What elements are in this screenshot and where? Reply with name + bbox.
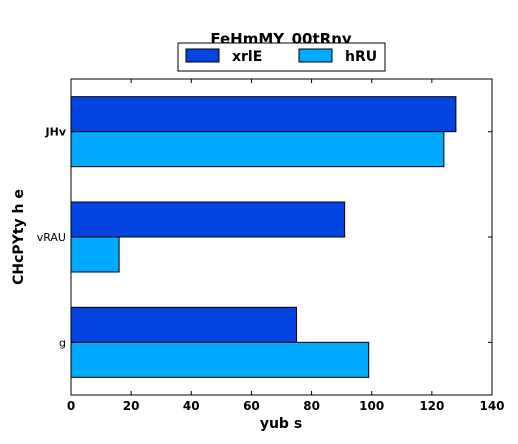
- y-tick-label: JHv: [45, 126, 67, 139]
- x-tick-label: 100: [359, 399, 384, 413]
- y-tick-label: vRAU: [37, 231, 66, 244]
- x-tick-label: 140: [479, 399, 504, 413]
- legend-label-hRU: hRU: [345, 49, 377, 65]
- bar-xrlE-JHv: [70, 96, 457, 133]
- bar-xrlE-g: [70, 306, 298, 343]
- bars-group: [70, 96, 457, 378]
- bar-hRU-vRAU: [70, 236, 120, 273]
- x-tick-label: 60: [243, 399, 260, 413]
- x-axis-label: yub s: [260, 416, 302, 432]
- legend-label-xrlE: xrlE: [232, 49, 262, 65]
- legend-swatch-hRU: [298, 48, 333, 63]
- legend: xrlE hRU: [177, 42, 386, 72]
- x-tick-label: 40: [183, 399, 200, 413]
- x-axis-ticks: 0 20 40 60 80 100 120 140: [67, 79, 505, 413]
- x-tick-label: 120: [419, 399, 444, 413]
- y-axis-ticks: g vRAU JHv: [37, 126, 492, 349]
- y-tick-label: g: [59, 336, 66, 349]
- x-tick-label: 0: [67, 399, 75, 413]
- legend-swatch-xrlE: [185, 48, 220, 63]
- y-axis-label: CHcPYty h e: [11, 189, 27, 285]
- bar-hRU-g: [70, 341, 370, 378]
- bar-hRU-JHv: [70, 131, 445, 168]
- x-tick-label: 20: [123, 399, 140, 413]
- bar-xrlE-vRAU: [70, 201, 346, 238]
- x-tick-label: 80: [303, 399, 320, 413]
